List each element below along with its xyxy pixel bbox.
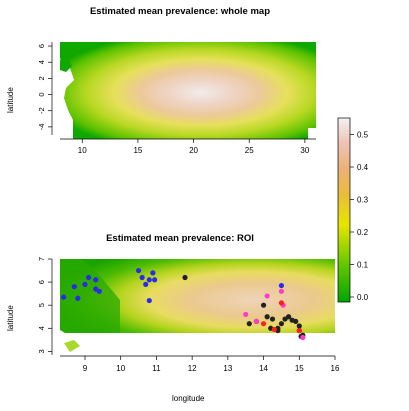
top-y-tick-label: 2: [37, 76, 46, 80]
pink-survey-point: [278, 288, 285, 294]
bottom-x-label: longitude: [172, 394, 205, 403]
bottom-y-tick-label: 5: [37, 303, 46, 307]
red-survey-point: [278, 300, 285, 306]
top-panel-title: Estimated mean prevalence: whole map: [89, 6, 271, 17]
blue-survey-point: [93, 277, 99, 283]
blue-survey-point: [135, 267, 142, 274]
black-survey-point: [285, 314, 292, 320]
colorbar-tick-label: 0.2: [357, 228, 369, 237]
bottom-x-tick-label: 12: [188, 364, 197, 373]
black-survey-point: [296, 323, 302, 329]
black-survey-point: [269, 316, 276, 322]
bottom-x-ticks: 9 10 11 12 13 14 15 16: [83, 356, 340, 373]
top-x-tick-label: 15: [133, 146, 142, 155]
top-x-tick-label: 10: [78, 146, 87, 155]
top-y-tick-label: 0: [37, 92, 46, 96]
red-survey-point: [271, 326, 277, 333]
top-y-label: latitude: [6, 87, 15, 113]
bottom-x-tick-label: 14: [259, 364, 268, 373]
colorbar-tick-label: 0.3: [357, 196, 369, 205]
black-survey-point: [182, 274, 188, 281]
blue-survey-point: [85, 274, 92, 281]
blue-survey-point: [75, 295, 81, 301]
bottom-y-tick-label: 4: [37, 326, 46, 330]
bottom-panel-title: Estimated mean prevalence: ROI: [106, 233, 254, 244]
top-map-raster: [60, 42, 316, 139]
top-x-ticks: 10 15 20 25 30: [78, 139, 310, 155]
colorbar: [337, 117, 351, 303]
bottom-x-tick-label: 15: [295, 364, 304, 373]
top-y-tick-label: 6: [37, 44, 46, 48]
pink-survey-point: [243, 311, 249, 318]
colorbar-gradient: [337, 117, 351, 303]
top-x-tick-label: 25: [245, 146, 254, 155]
pink-survey-point: [300, 334, 306, 341]
colorbar-tick-label: 0.4: [357, 163, 369, 172]
top-map-coast-patch: [60, 58, 72, 72]
top-y-tick-label: 4: [37, 60, 46, 64]
top-y-ticks: -4 -2 0 2 4 6: [37, 44, 52, 130]
top-y-tick-label: -2: [37, 107, 46, 114]
blue-survey-point: [71, 284, 77, 290]
bottom-y-tick-label: 6: [37, 280, 46, 284]
bottom-map: [51, 259, 335, 357]
blue-survey-point: [82, 281, 88, 288]
bottom-x-tick-label: 9: [83, 364, 88, 373]
black-survey-point: [293, 318, 299, 324]
bottom-x-tick-label: 16: [331, 364, 340, 373]
colorbar-tick-label: 0.5: [357, 131, 369, 140]
bottom-y-tick-label: 3: [37, 349, 46, 353]
colorbar-tick-label: 0.0: [357, 293, 369, 302]
top-x-tick-label: 20: [189, 146, 198, 155]
top-y-tick-label: -4: [37, 124, 46, 131]
bottom-x-tick-label: 10: [116, 364, 125, 373]
black-survey-point: [264, 314, 270, 320]
blue-survey-point: [139, 274, 145, 281]
blue-survey-point: [150, 270, 156, 276]
red-survey-point: [296, 327, 302, 334]
bottom-map-green-west: [60, 259, 120, 333]
bottom-y-tick-label: 7: [37, 257, 46, 261]
blue-survey-point: [143, 281, 149, 288]
blue-survey-point: [96, 288, 102, 294]
bottom-map-island: [64, 340, 80, 352]
blue-survey-point: [60, 294, 67, 300]
blue-survey-point: [146, 277, 152, 283]
colorbar-tick-label: 0.1: [357, 261, 369, 270]
top-map-sea-east: [308, 128, 316, 139]
blue-survey-point: [146, 297, 152, 304]
survey-points: [60, 267, 306, 341]
black-survey-point: [278, 321, 285, 327]
bottom-y-ticks: 3 4 5 6 7: [37, 257, 52, 353]
colorbar-ticks: 0.0 0.1 0.2 0.3 0.4 0.5: [350, 131, 369, 302]
black-survey-point: [246, 321, 252, 327]
bottom-x-tick-label: 13: [223, 364, 232, 373]
black-survey-point: [260, 302, 267, 308]
pink-survey-point: [264, 293, 270, 299]
red-survey-point: [260, 321, 267, 327]
bottom-y-label: latitude: [6, 305, 15, 331]
bottom-x-tick-label: 11: [152, 364, 161, 373]
top-map: [51, 42, 316, 140]
top-x-tick-label: 30: [300, 146, 309, 155]
blue-survey-point: [278, 282, 285, 289]
pink-survey-point: [253, 318, 260, 324]
blue-survey-point: [152, 277, 158, 283]
